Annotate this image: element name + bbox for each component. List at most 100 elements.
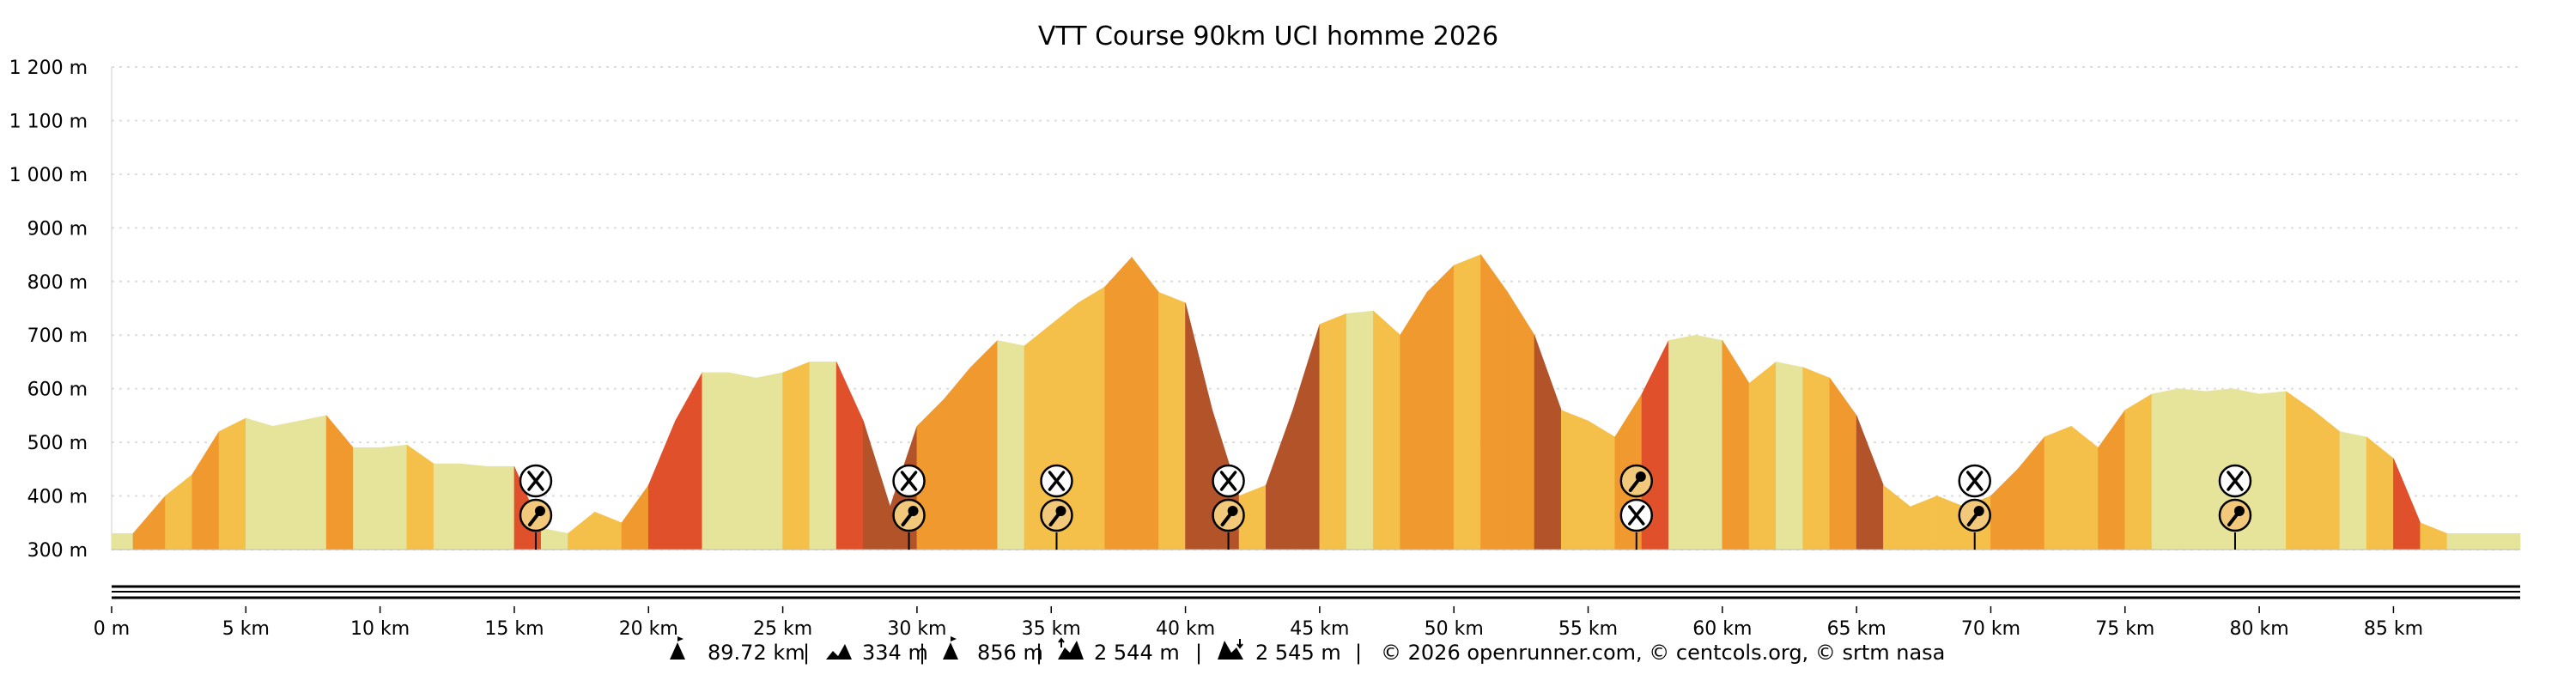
elevation-segment (1507, 291, 1535, 550)
elevation-segment (1426, 264, 1455, 550)
footer-max-altitude: 856 m (977, 641, 1043, 665)
x-tick-label: 60 km (1692, 618, 1752, 640)
x-tick-label: 55 km (1558, 618, 1618, 640)
elevation-segment (1990, 468, 2019, 550)
cutlery-shape (900, 471, 918, 491)
wrench-head (1635, 471, 1646, 482)
cutlery-shape (1965, 471, 1984, 491)
elevation-segment (782, 362, 811, 550)
distance-icon (670, 636, 685, 660)
repair-icon[interactable] (1958, 498, 1991, 532)
y-tick-label: 300 m (27, 540, 88, 562)
x-tick-label: 25 km (753, 618, 812, 640)
repair-icon[interactable] (2218, 498, 2252, 532)
elevation-segment (594, 511, 623, 550)
elevation-segment (1400, 291, 1428, 550)
elevation-segment (621, 484, 649, 550)
food-icon[interactable] (519, 464, 553, 498)
elevation-segment (2124, 393, 2153, 550)
y-tick-label: 1 200 m (9, 58, 88, 79)
descent-icon (1218, 641, 1243, 660)
aid-station-marker[interactable] (1212, 464, 1245, 550)
elevation-segment (1776, 362, 1803, 550)
svg-text:|: | (1355, 641, 1362, 665)
food-icon[interactable] (2218, 464, 2252, 498)
chart-title: VTT Course 90km UCI homme 2026 (1038, 21, 1498, 52)
wrench-head (908, 506, 919, 516)
elevation-segment (406, 444, 434, 550)
footer-ascent: 2 544 m (1094, 641, 1180, 665)
aid-station-markers[interactable] (519, 464, 2252, 550)
food-icon[interactable] (1619, 498, 1654, 532)
repair-icon[interactable] (1619, 464, 1654, 498)
wrench-handle (1628, 477, 1641, 492)
elevation-segment (1722, 339, 1750, 550)
elevation-segment (1668, 334, 1696, 550)
x-tick-label: 75 km (2095, 618, 2154, 640)
food-icon[interactable] (1040, 464, 1073, 498)
elevation-segment (1131, 256, 1159, 550)
food-icon[interactable] (1212, 464, 1245, 498)
y-tick-label: 800 m (27, 272, 88, 294)
elevation-segment (1319, 313, 1347, 550)
elevation-segment (2366, 436, 2394, 550)
repair-icon[interactable] (1040, 498, 1073, 532)
elevation-segment (2178, 388, 2206, 550)
cutlery-shape (527, 471, 544, 491)
elevation-segment (1346, 310, 1374, 550)
y-axis: 300 m 400 m 500 m 600 m 700 m 800 m 900 m 1 000… (9, 58, 112, 562)
elevation-segment (1802, 367, 1831, 550)
footer-copyright: © 2026 openrunner.com, © centcols.org, ©… (1381, 641, 1945, 665)
elevation-segment (756, 372, 783, 550)
repair-icon[interactable] (1212, 498, 1245, 532)
aid-station-marker[interactable] (2218, 464, 2252, 550)
aid-station-marker[interactable] (519, 464, 553, 550)
elevation-segment (540, 527, 568, 550)
aid-station-marker[interactable] (1040, 464, 1073, 550)
elevation-segment (2312, 410, 2341, 550)
elevation-segment (1373, 310, 1400, 550)
elevation-segment (1480, 253, 1509, 550)
repair-icon[interactable] (892, 498, 926, 532)
aid-station-marker[interactable] (1958, 464, 1991, 550)
x-tick-label: 80 km (2230, 618, 2289, 640)
food-icon[interactable] (1958, 464, 1991, 498)
elevation-segment (1157, 291, 1186, 550)
elevation-segment (1185, 302, 1213, 550)
elevation-segment (2420, 522, 2448, 550)
elevation-segment (702, 372, 730, 550)
wrench-head (534, 506, 545, 516)
aid-station-marker[interactable] (892, 464, 926, 550)
y-tick-label: 400 m (27, 487, 88, 508)
x-tick-label: 20 km (619, 618, 678, 640)
wrench-handle (1966, 512, 1979, 526)
elevation-segment (246, 417, 273, 550)
repair-icon[interactable] (519, 498, 553, 532)
x-tick-label: 15 km (484, 618, 544, 640)
elevation-segment (2151, 388, 2179, 550)
y-tick-label: 600 m (27, 380, 88, 401)
wrench-head (1227, 506, 1238, 516)
wrench-head (1973, 506, 1984, 516)
y-tick-label: 900 m (27, 218, 88, 240)
x-tick-label: 45 km (1290, 618, 1349, 640)
elevation-segment (165, 473, 193, 550)
y-tick-label: 1 100 m (9, 111, 88, 132)
x-axis: 0 m 5 km 10 km 15 km 20 km 25 km 30 km 35 km 40 … (94, 606, 2423, 640)
aid-station-marker[interactable] (1619, 464, 1654, 550)
elevation-segment (272, 420, 301, 550)
elevation-segment (460, 463, 488, 550)
elevation-segment (2098, 409, 2126, 550)
elevation-segment (2044, 425, 2072, 550)
elevation-segment (2500, 532, 2521, 550)
x-tick-label: 50 km (1425, 618, 1484, 640)
elevation-segment (299, 415, 327, 550)
y-tick-label: 1 000 m (9, 165, 88, 186)
food-icon[interactable] (892, 464, 926, 498)
x-tick-label: 85 km (2364, 618, 2423, 640)
elevation-segment (835, 362, 864, 550)
footer-min-altitude: 334 m (862, 641, 928, 665)
x-tick-label: 65 km (1827, 618, 1886, 640)
elevation-segment (970, 339, 999, 550)
elevation-segment (863, 421, 890, 550)
